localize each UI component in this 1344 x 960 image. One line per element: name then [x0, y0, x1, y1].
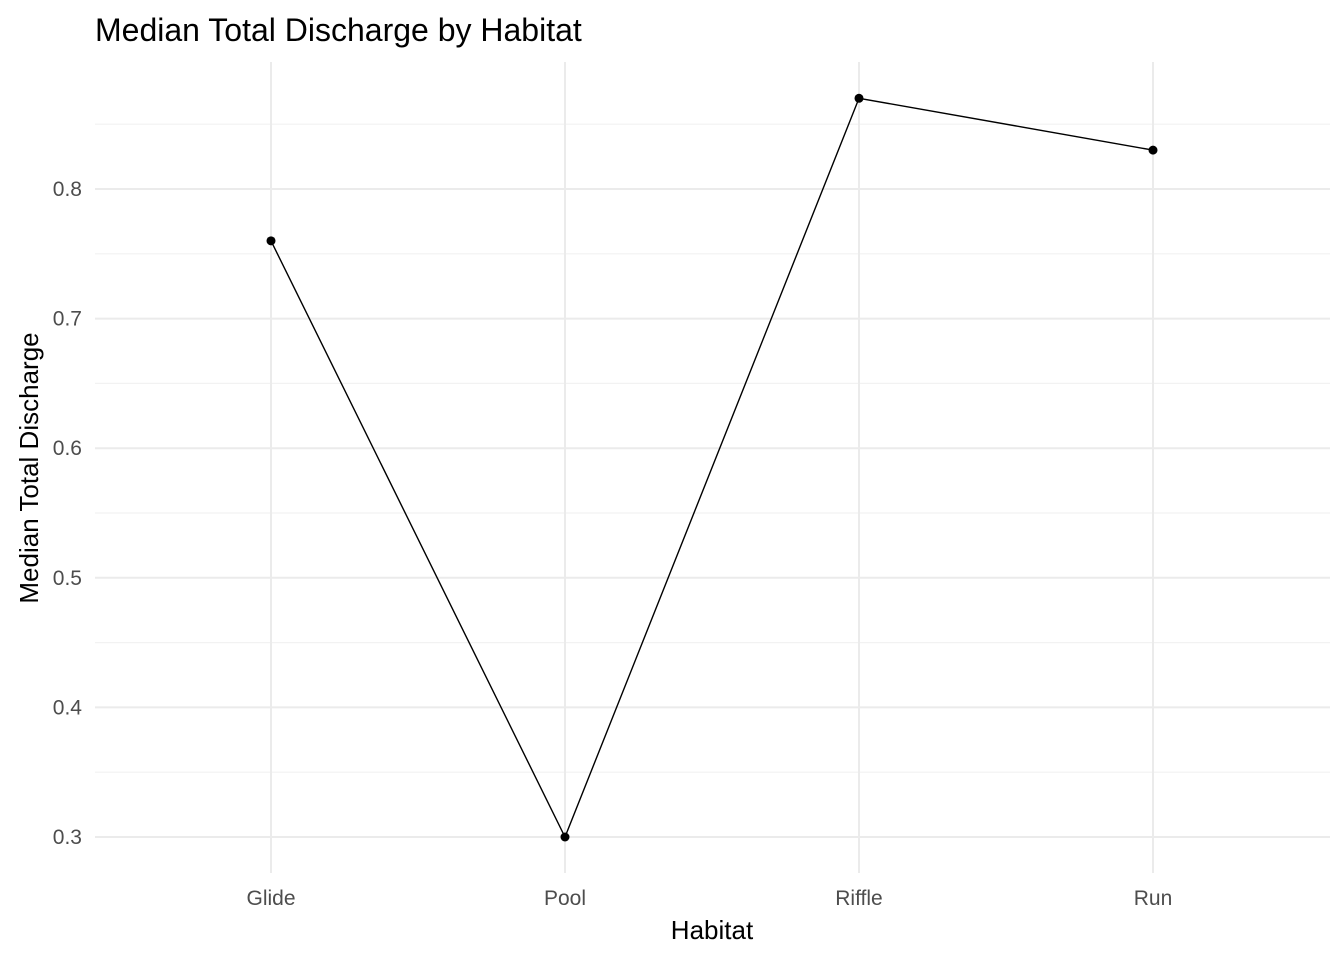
series-line [270, 97, 1154, 839]
series [266, 93, 1158, 842]
x-tick-label: Run [1134, 887, 1173, 910]
y-tick-label: 0.3 [53, 826, 82, 849]
y-tick-label: 0.7 [53, 308, 82, 331]
data-point [1148, 145, 1158, 155]
y-tick-label: 0.6 [53, 437, 82, 460]
x-axis-title: Habitat [671, 915, 754, 945]
data-point [854, 93, 864, 103]
x-tick-label: Riffle [835, 887, 882, 910]
data-point [560, 832, 570, 842]
y-tick-label: 0.8 [53, 178, 82, 201]
y-tick-label: 0.4 [53, 696, 83, 719]
y-axis-title: Median Total Discharge [14, 332, 44, 603]
y-axis-tick-labels: 0.3 0.4 0.5 0.6 0.7 0.8 [53, 178, 83, 849]
chart-title: Median Total Discharge by Habitat [95, 12, 582, 48]
data-point [266, 236, 276, 246]
x-tick-label: Pool [544, 887, 586, 910]
y-tick-label: 0.5 [53, 567, 82, 590]
grid [95, 62, 1330, 873]
x-tick-label: Glide [246, 887, 295, 910]
x-axis-tick-labels: Glide Pool Riffle Run [246, 887, 1172, 910]
